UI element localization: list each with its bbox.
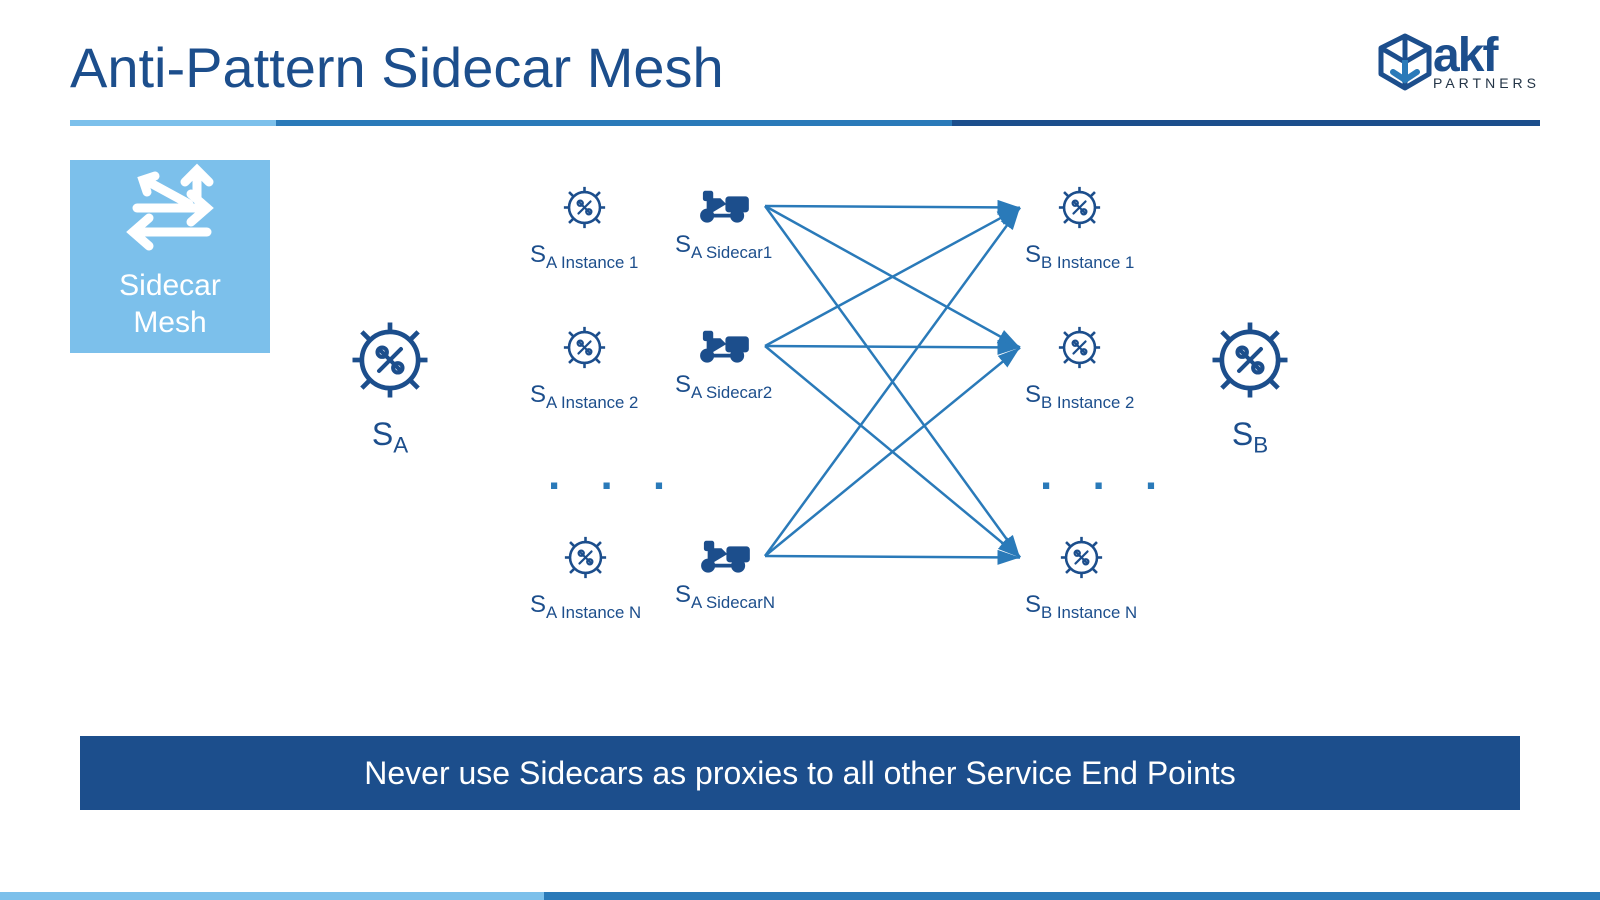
logo-cube-icon bbox=[1373, 30, 1437, 94]
edge bbox=[765, 206, 1020, 348]
mesh-label-1: Sidecar bbox=[70, 269, 270, 302]
edge bbox=[765, 346, 1020, 348]
sb-instance-0: SB Instance 1 bbox=[1025, 180, 1134, 273]
edge bbox=[765, 348, 1020, 557]
edge bbox=[765, 208, 1020, 557]
edge bbox=[765, 206, 1020, 558]
footer-text: Never use Sidecars as proxies to all oth… bbox=[364, 755, 1236, 792]
mesh-arrows-icon bbox=[115, 160, 225, 260]
sa-sidecar-2: SA SidecarN bbox=[675, 530, 775, 613]
footer-bar: Never use Sidecars as proxies to all oth… bbox=[80, 736, 1520, 810]
logo-sub: PARTNERS bbox=[1433, 77, 1540, 90]
edge bbox=[765, 346, 1020, 558]
sa-sidecar-0: SA Sidecar1 bbox=[675, 180, 772, 263]
sa-sidecar-1: SA Sidecar2 bbox=[675, 320, 772, 403]
page-title: Anti-Pattern Sidecar Mesh bbox=[70, 35, 724, 100]
edge bbox=[765, 208, 1020, 347]
edge bbox=[765, 556, 1020, 558]
service-a: SA bbox=[340, 310, 440, 458]
sb-instance-1: SB Instance 2 bbox=[1025, 320, 1134, 413]
bottom-rule bbox=[0, 892, 1600, 900]
logo-brand: akf bbox=[1433, 34, 1540, 77]
sb-instance-2: SB Instance N bbox=[1025, 530, 1137, 623]
sa-instance-2: SA Instance N bbox=[530, 530, 641, 623]
service-b: SB bbox=[1200, 310, 1300, 458]
slide: Anti-Pattern Sidecar Mesh akf PARTNERS bbox=[0, 0, 1600, 900]
sa-instance-1: SA Instance 2 bbox=[530, 320, 638, 413]
sa-instance-0: SA Instance 1 bbox=[530, 180, 638, 273]
ellipsis-a: . . . bbox=[548, 450, 679, 500]
logo: akf PARTNERS bbox=[1373, 30, 1540, 94]
mesh-label-2: Mesh bbox=[70, 306, 270, 339]
edge bbox=[765, 206, 1020, 208]
title-rule bbox=[70, 120, 1540, 126]
ellipsis-b: . . . bbox=[1040, 450, 1171, 500]
mesh-box: Sidecar Mesh bbox=[70, 160, 270, 353]
